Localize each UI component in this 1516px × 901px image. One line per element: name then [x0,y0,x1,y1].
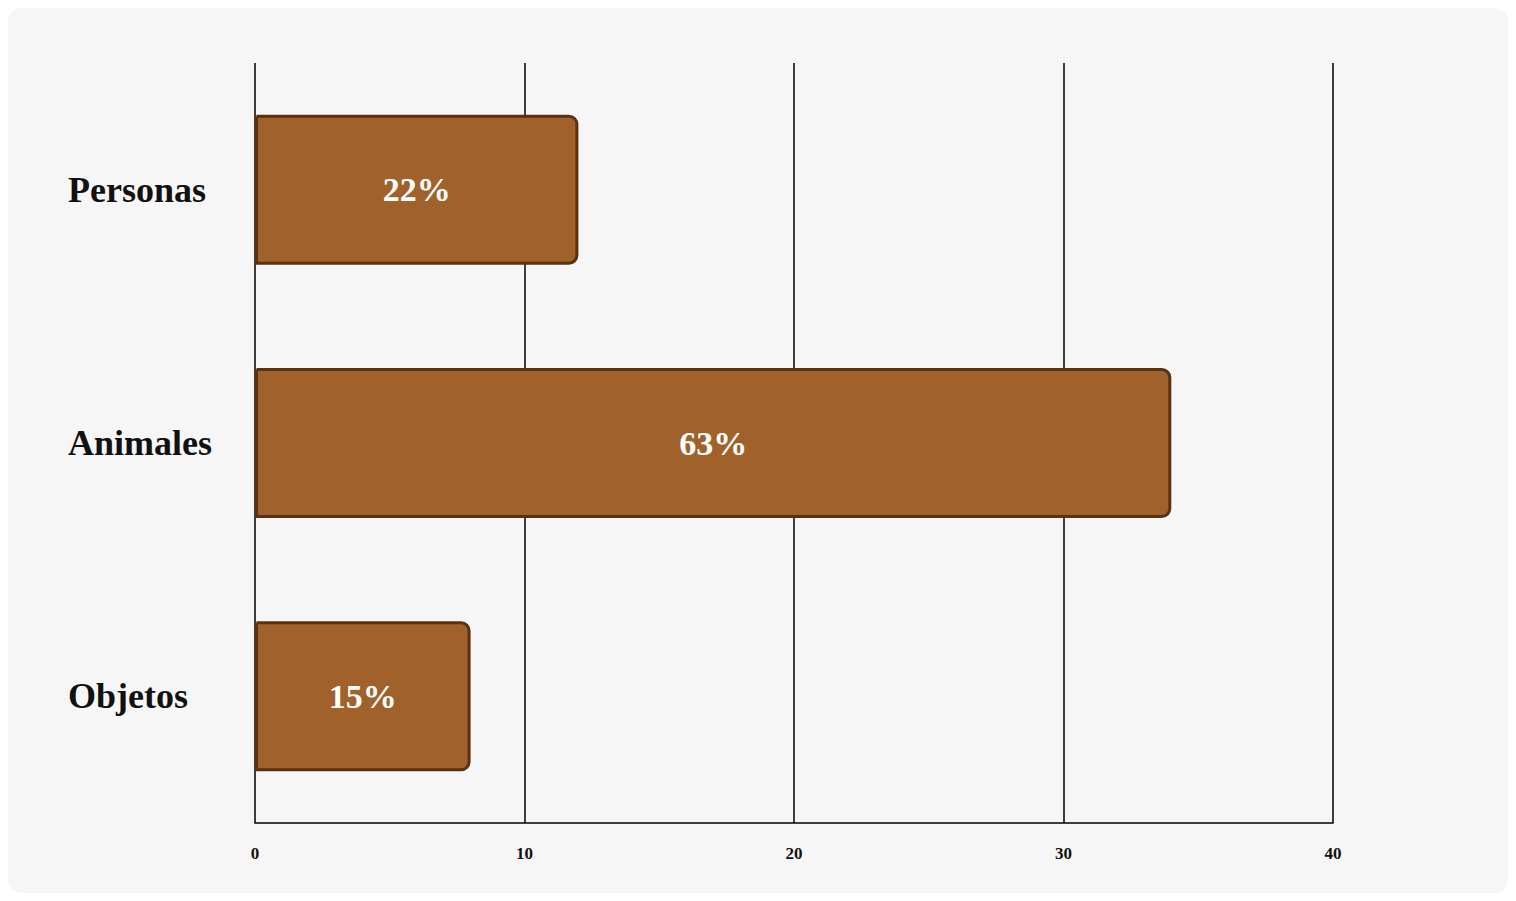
svg-text:Animales: Animales [68,423,212,463]
svg-text:Personas: Personas [68,170,206,210]
svg-text:22%: 22% [383,171,451,208]
svg-text:20: 20 [786,844,803,863]
svg-text:0: 0 [251,844,260,863]
svg-text:15%: 15% [329,678,397,715]
svg-text:40: 40 [1325,844,1342,863]
svg-text:Objetos: Objetos [68,676,188,716]
svg-text:10: 10 [516,844,533,863]
svg-text:63%: 63% [679,425,747,462]
svg-text:30: 30 [1055,844,1072,863]
